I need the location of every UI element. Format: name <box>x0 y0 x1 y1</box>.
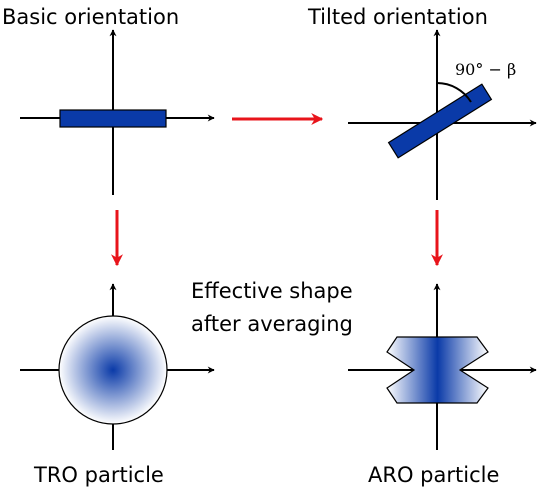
tilted-particle <box>387 83 493 159</box>
title-tilted: Tilted orientation <box>307 5 488 29</box>
effective-label: after averaging <box>191 312 353 336</box>
title-basic: Basic orientation <box>2 5 179 29</box>
tro-label: TRO particle <box>33 463 164 487</box>
particle <box>59 109 167 128</box>
aro-label: ARO particle <box>368 463 499 487</box>
effective-label: Effective shape <box>191 279 353 303</box>
angle-arc <box>436 82 472 103</box>
angle-label: 90° − β <box>455 60 516 79</box>
tro-shape <box>58 315 168 425</box>
aro-shape <box>386 336 489 404</box>
